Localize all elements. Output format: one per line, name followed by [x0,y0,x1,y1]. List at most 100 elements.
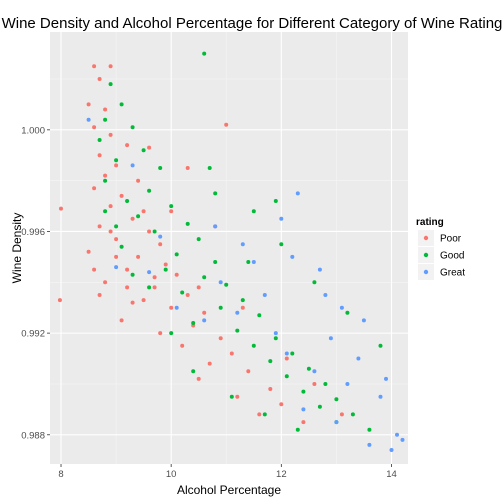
legend-items: Poor Good Great [418,230,465,280]
data-point-good [169,204,174,209]
data-point-great [312,369,317,374]
data-point-good [141,148,146,153]
data-point-good [345,310,350,315]
data-point-great [114,265,119,270]
data-point-great [130,163,135,168]
y-tick-label: 0.988 [21,430,45,441]
y-tick-label: 0.996 [21,227,45,238]
data-point-good [246,260,251,264]
data-point-poor [158,331,163,336]
data-point-poor [92,125,97,130]
data-point-poor [169,209,174,214]
data-point-poor [163,262,168,267]
data-point-good [251,209,256,214]
data-point-great [334,420,339,425]
data-point-poor [92,186,97,191]
data-point-poor [108,132,113,137]
data-point-poor [108,204,113,209]
data-point-poor [141,298,146,303]
legend-title: rating [416,217,444,228]
data-point-good [268,359,273,364]
data-point-great [384,376,388,381]
data-point-great [279,216,284,221]
data-point-good [152,229,157,234]
data-points [57,51,405,452]
data-point-good [130,125,135,130]
data-point-poor [57,298,62,303]
data-point-good [158,166,163,170]
data-point-great [295,191,300,196]
data-point-good [108,82,113,87]
data-point-poor [257,412,262,417]
x-axis-ticks: 8 10 12 14 [58,464,397,480]
data-point-good [317,404,322,409]
data-point-great [86,117,91,122]
data-point-good [125,199,130,203]
data-point-good [279,242,284,247]
data-point-poor [185,166,190,170]
data-point-good [334,397,339,402]
data-point-good [273,336,278,341]
data-point-poor [196,285,201,290]
data-point-poor [114,254,119,259]
legend-label-poor: Poor [440,234,462,245]
data-point-poor [103,107,108,112]
minor-gridlines [50,32,408,464]
x-tick-label: 10 [166,469,177,480]
data-point-great [147,270,152,275]
data-point-great [400,437,405,442]
data-point-poor [108,229,113,234]
data-point-poor [152,275,157,280]
data-point-good [147,188,152,193]
data-point-good [119,244,124,249]
data-point-poor [224,122,229,127]
data-point-poor [130,216,135,221]
y-tick-label: 1.000 [21,125,45,136]
data-point-great [273,331,278,336]
data-point-good [229,394,234,399]
data-point-poor [86,102,91,107]
data-point-poor [339,412,344,417]
data-point-great [389,448,394,452]
data-point-poor [125,285,130,290]
x-axis-title: Alcohol Percentage [177,483,281,497]
data-point-good [262,412,267,417]
data-point-good [202,51,207,56]
data-point-poor [202,310,207,315]
data-point-good [235,328,240,333]
chart-title: Wine Density and Alcohol Percentage for … [2,15,503,32]
data-point-good [301,389,306,394]
data-point-poor [92,267,97,272]
data-point-poor [119,193,124,198]
plot-panel [50,32,408,464]
x-tick-label: 8 [58,469,63,480]
data-point-good [147,285,152,290]
data-point-poor [103,173,108,178]
data-point-poor [284,356,289,361]
data-point-great [218,280,223,285]
data-point-poor [218,336,223,341]
data-point-good [119,102,124,107]
data-point-poor [246,369,251,374]
data-point-good [185,221,190,226]
data-point-good [136,214,141,219]
data-point-good [323,382,328,386]
data-point-good [191,369,196,374]
data-point-good [196,237,201,242]
data-point-poor [119,318,124,323]
data-point-poor [174,272,179,277]
data-point-good [367,427,372,432]
data-point-poor [301,420,306,425]
data-point-good [213,260,218,264]
data-point-poor [207,361,212,366]
data-point-good [163,267,168,272]
data-point-great [317,267,322,272]
data-point-good [218,305,223,310]
y-tick-label: 0.992 [21,329,45,340]
data-point-good [284,374,289,379]
data-point-great [251,260,256,264]
data-point-great [395,432,399,437]
data-point-poor [229,351,234,356]
data-point-poor [59,206,63,211]
